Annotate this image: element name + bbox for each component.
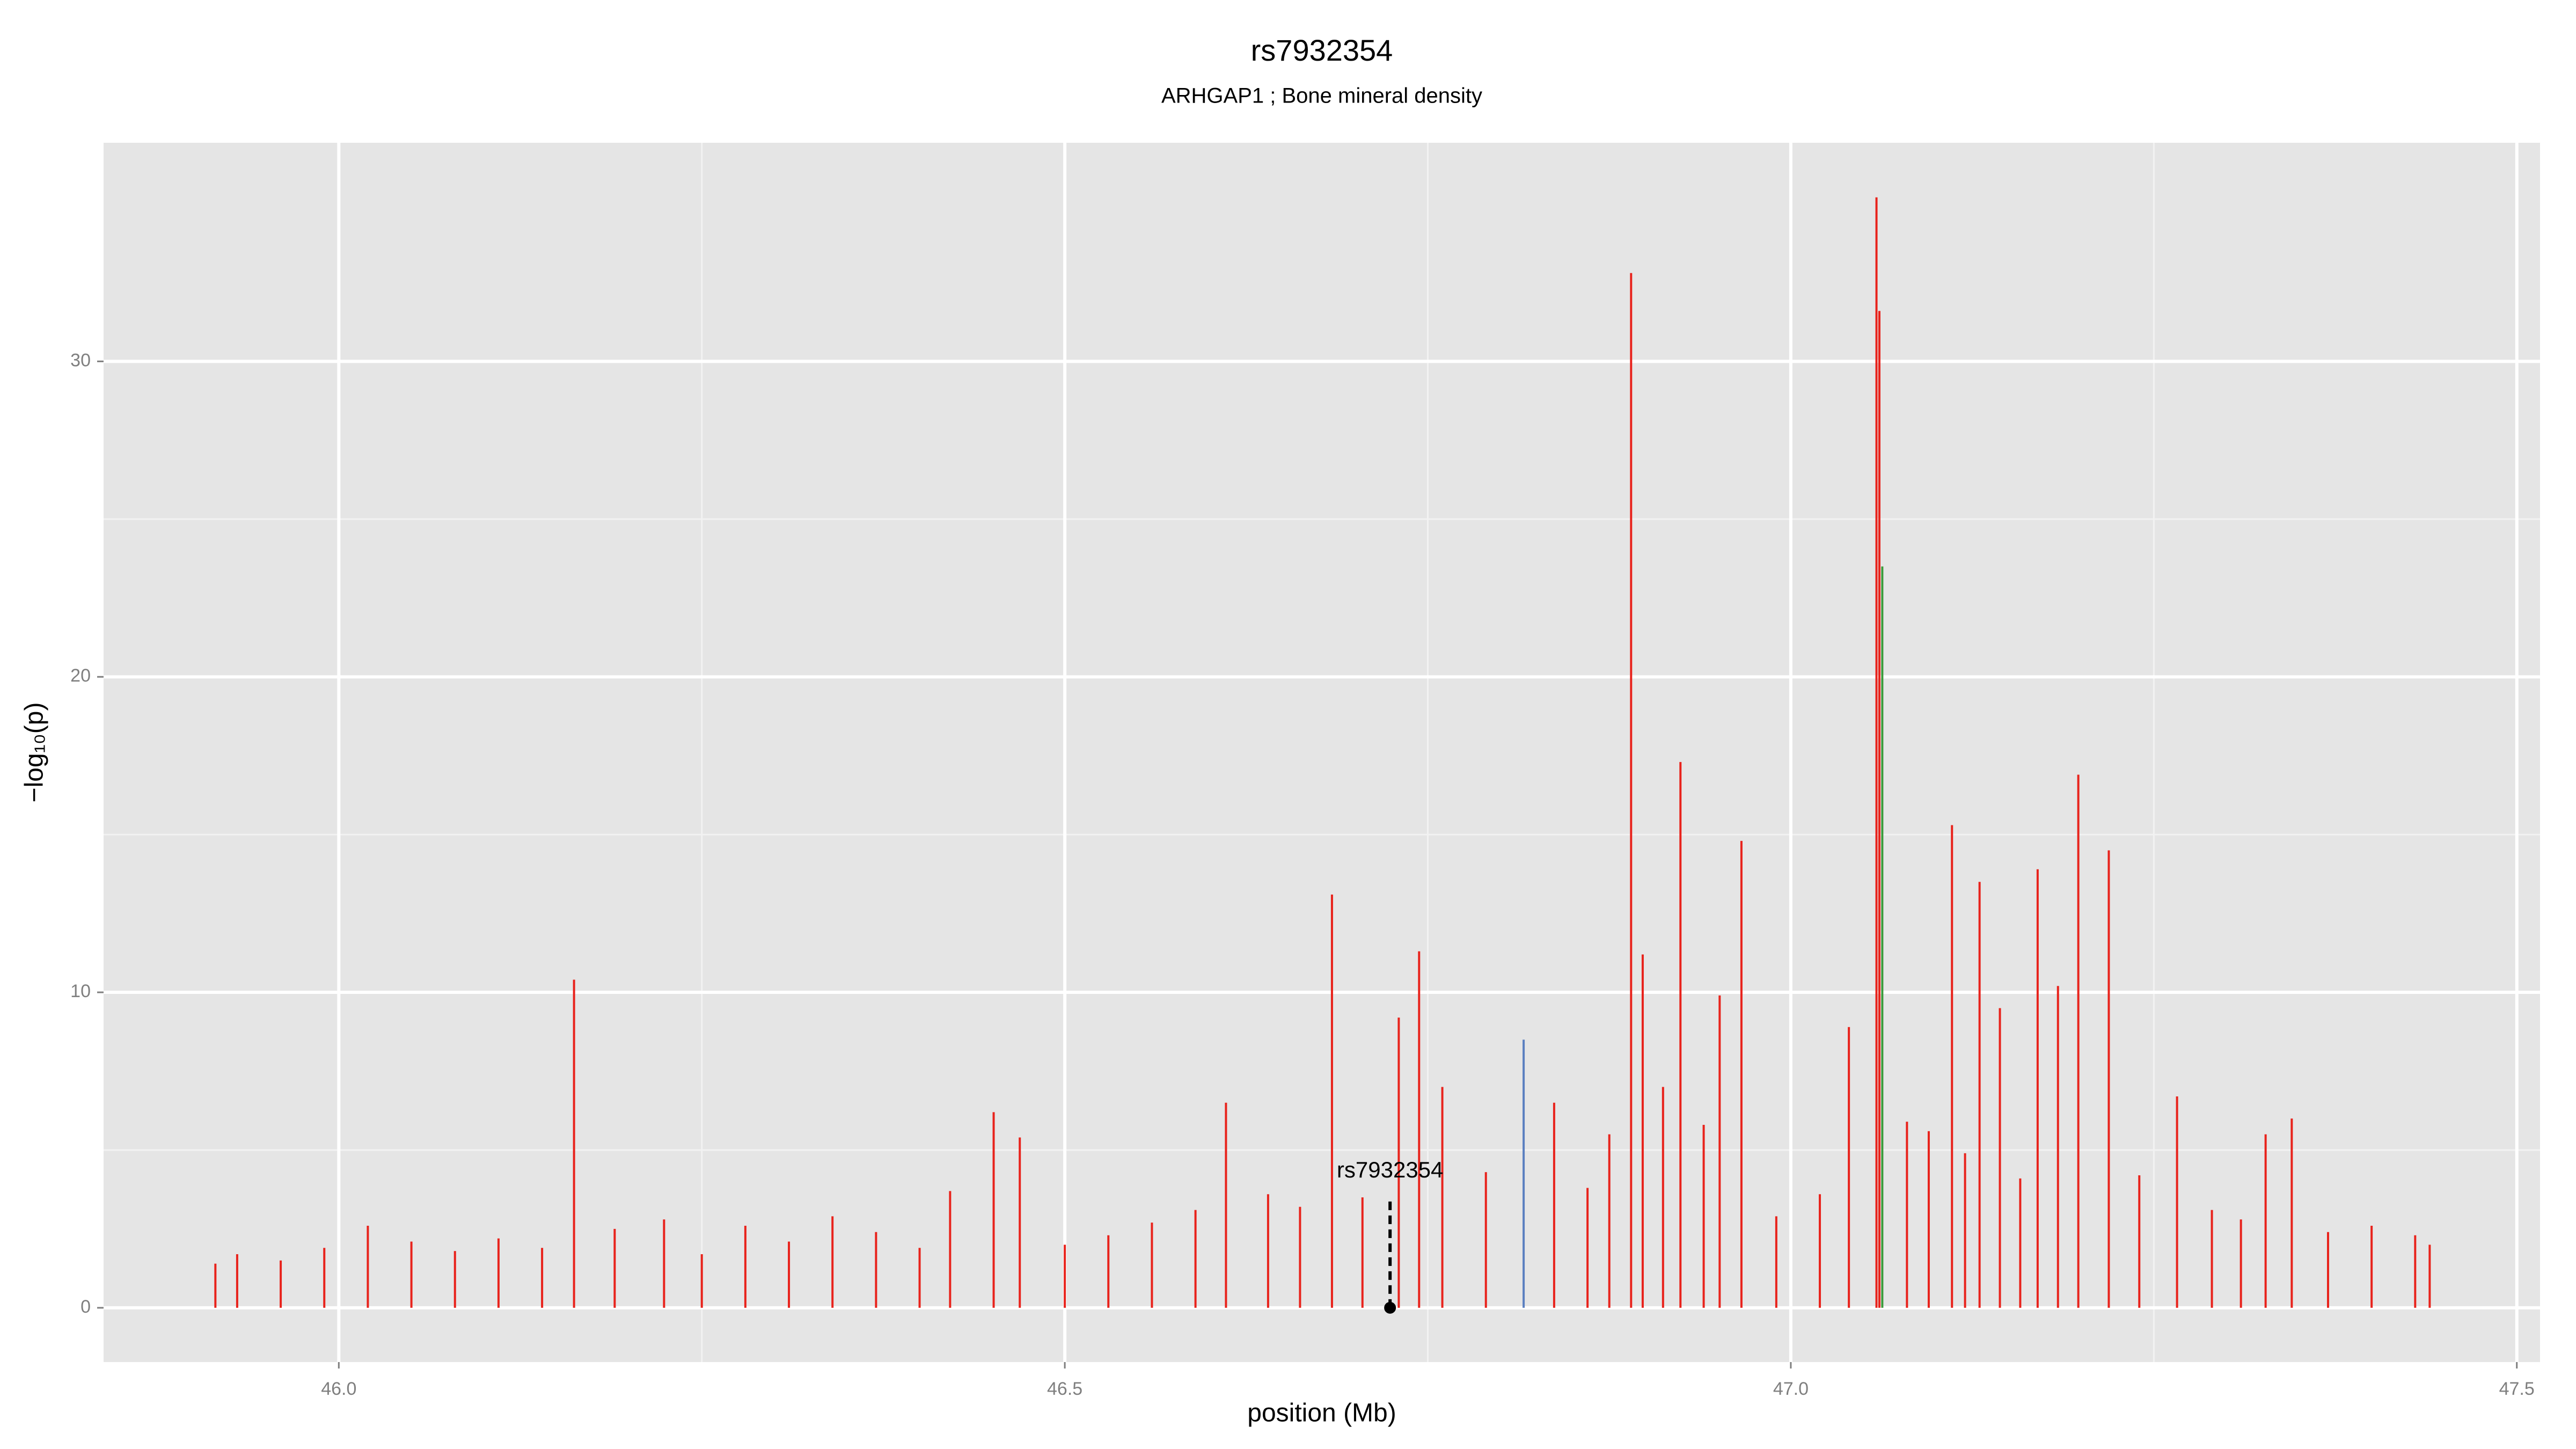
y-tick-label: 10 [70,981,91,1001]
y-tick-label: 30 [70,350,91,370]
x-tick-label: 47.5 [2499,1379,2535,1399]
annotation-label: rs7932354 [1337,1157,1444,1182]
y-axis-title: −log₁₀(p) [20,702,49,803]
x-tick-label: 47.0 [1773,1379,1809,1399]
y-tick-label: 0 [80,1297,91,1317]
y-tick-label: 20 [70,665,91,686]
chart-title: rs7932354 [1251,33,1393,67]
chart-subtitle: ARHGAP1 ; Bone mineral density [1161,84,1482,108]
annotation-point [1384,1301,1396,1314]
plot-panel [104,143,2540,1362]
x-tick-label: 46.0 [321,1379,356,1399]
x-axis-title: position (Mb) [1247,1399,1396,1428]
x-tick-label: 46.5 [1047,1379,1082,1399]
